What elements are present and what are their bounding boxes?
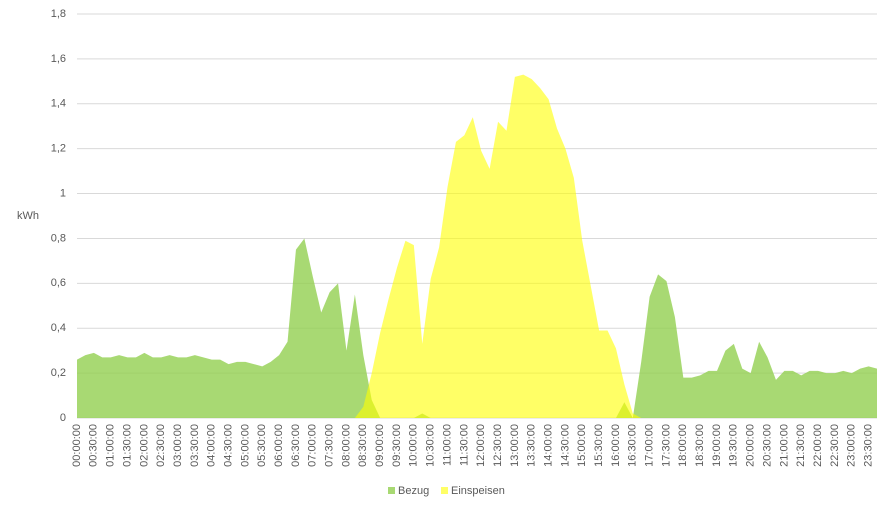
x-tick-label: 07:30:00 <box>324 424 336 467</box>
x-tick-label: 20:00:00 <box>745 424 757 467</box>
x-tick-label: 05:00:00 <box>239 424 251 467</box>
x-tick-label: 22:00:00 <box>812 424 824 467</box>
x-tick-label: 01:30:00 <box>121 424 133 467</box>
x-tick-label: 14:30:00 <box>559 424 571 467</box>
x-tick-label: 09:00:00 <box>374 424 386 467</box>
x-tick-label: 14:00:00 <box>542 424 554 467</box>
y-tick-label: 1,2 <box>51 143 66 155</box>
legend-label: Bezug <box>398 485 429 497</box>
y-tick-label: 1 <box>60 187 66 199</box>
x-tick-label: 23:30:00 <box>862 424 874 467</box>
x-tick-label: 20:30:00 <box>761 424 773 467</box>
x-tick-label: 19:30:00 <box>728 424 740 467</box>
x-tick-label: 04:30:00 <box>222 424 234 467</box>
y-tick-label: 0 <box>60 412 66 424</box>
x-tick-label: 13:00:00 <box>509 424 521 467</box>
x-tick-label: 16:30:00 <box>627 424 639 467</box>
x-tick-label: 11:00:00 <box>441 424 453 466</box>
x-tick-label: 13:30:00 <box>526 424 538 467</box>
x-tick-label: 22:30:00 <box>829 424 841 467</box>
x-tick-label: 01:00:00 <box>105 424 117 467</box>
x-tick-label: 02:30:00 <box>155 424 167 467</box>
x-tick-label: 06:00:00 <box>273 424 285 467</box>
x-tick-label: 12:30:00 <box>492 424 504 467</box>
y-tick-label: 0,2 <box>51 367 66 379</box>
x-tick-label: 06:30:00 <box>290 424 302 467</box>
y-tick-label: 0,8 <box>51 232 66 244</box>
x-tick-label: 15:00:00 <box>576 424 588 467</box>
y-axis-label: kWh <box>17 210 39 222</box>
x-tick-label: 08:00:00 <box>340 424 352 467</box>
x-tick-label: 11:30:00 <box>458 424 470 466</box>
x-tick-label: 03:30:00 <box>189 424 201 467</box>
x-tick-label: 03:00:00 <box>172 424 184 467</box>
x-tick-label: 07:00:00 <box>307 424 319 467</box>
y-tick-label: 1,6 <box>51 53 66 65</box>
x-tick-label: 23:00:00 <box>846 424 858 467</box>
x-tick-label: 08:30:00 <box>357 424 369 467</box>
x-tick-label: 00:30:00 <box>88 424 100 467</box>
x-tick-label: 10:30:00 <box>425 424 437 467</box>
area <box>77 74 877 418</box>
x-tick-label: 19:00:00 <box>711 424 723 467</box>
x-tick-label: 05:30:00 <box>256 424 268 467</box>
x-tick-label: 04:00:00 <box>206 424 218 467</box>
x-tick-label: 17:30:00 <box>660 424 672 467</box>
x-tick-label: 18:00:00 <box>677 424 689 467</box>
y-tick-label: 1,4 <box>51 98 66 110</box>
x-tick-label: 02:00:00 <box>138 424 150 467</box>
x-tick-label: 09:30:00 <box>391 424 403 467</box>
x-tick-label: 17:00:00 <box>644 424 656 467</box>
y-tick-label: 0,6 <box>51 277 66 289</box>
x-tick-label: 12:00:00 <box>475 424 487 467</box>
x-tick-label: 21:00:00 <box>778 424 790 467</box>
x-tick-label: 21:30:00 <box>795 424 807 467</box>
x-tick-label: 15:30:00 <box>593 424 605 467</box>
x-tick-label: 10:00:00 <box>408 424 420 467</box>
x-tick-label: 18:30:00 <box>694 424 706 467</box>
legend-label: Einspeisen <box>451 485 505 497</box>
area <box>77 238 877 418</box>
legend-swatch <box>441 487 448 494</box>
legend-swatch <box>388 487 395 494</box>
x-tick-label: 00:00:00 <box>71 424 83 467</box>
x-tick-label: 16:00:00 <box>610 424 622 467</box>
y-tick-label: 0,4 <box>51 322 66 334</box>
y-tick-label: 1,8 <box>51 8 66 20</box>
